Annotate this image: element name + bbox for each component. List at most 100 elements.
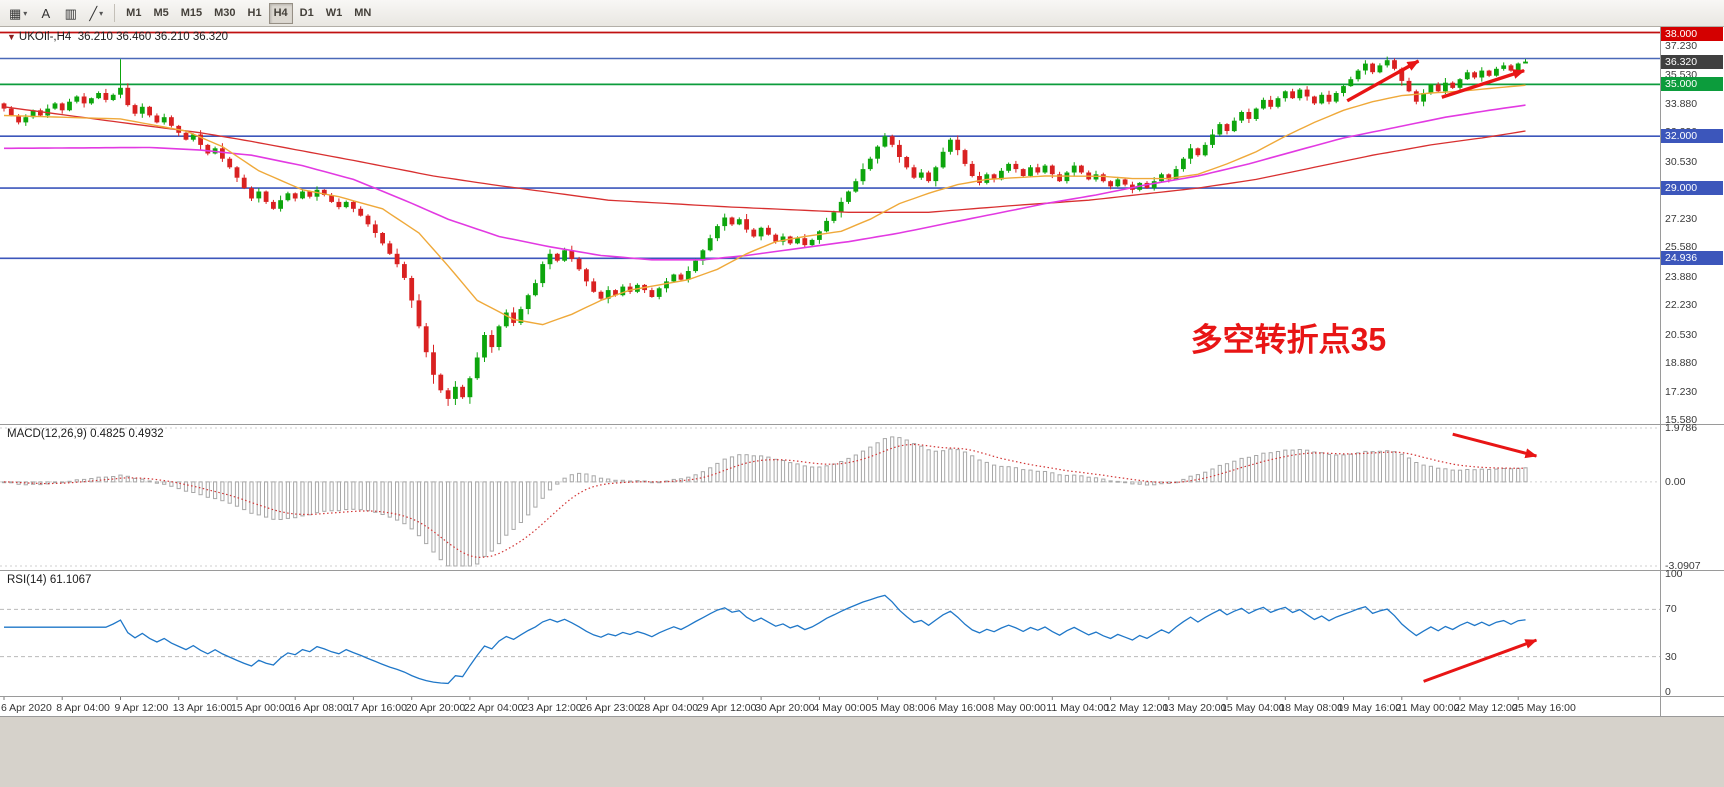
- window-bottom-strip: [0, 716, 1724, 787]
- time-tick-label: 5 May 08:00: [872, 702, 930, 714]
- timeframe-h4-button[interactable]: H4: [268, 2, 293, 24]
- time-tick-label: 8 May 00:00: [988, 702, 1046, 714]
- price-tick-label: 22.230: [1665, 299, 1698, 312]
- rsi-canvas[interactable]: [0, 570, 1660, 696]
- time-tick-label: 26 Apr 23:00: [580, 702, 640, 714]
- time-tick-label: 30 Apr 20:00: [755, 702, 815, 714]
- chart-window-button[interactable]: ▥: [59, 3, 82, 24]
- templates-icon: ▦: [9, 5, 22, 21]
- price-chart-canvas[interactable]: 多空转折点35: [0, 27, 1660, 424]
- chinese-annotation-text[interactable]: 多空转折点35: [1191, 322, 1387, 358]
- rsi-label: RSI(14): [7, 574, 47, 586]
- macd-header: MACD(12,26,9) 0.4825 0.4932: [7, 428, 164, 440]
- timeframe-m15-button[interactable]: M15: [176, 3, 207, 24]
- chevron-down-icon: ▾: [23, 8, 28, 18]
- price-tick-label: 20.530: [1665, 328, 1698, 341]
- timeframe-m1-button[interactable]: M1: [121, 3, 146, 24]
- macd-values: 0.4825 0.4932: [90, 428, 164, 440]
- current-price-badge: 36.320: [1661, 54, 1723, 69]
- price-tick-label: 25.580: [1665, 241, 1698, 254]
- timeframe-m30-button[interactable]: M30: [209, 3, 240, 24]
- ma-slow-red: [3, 106, 1526, 213]
- time-tick-label: 15 Apr 00:00: [231, 702, 291, 714]
- price-tick-label: 33.880: [1665, 97, 1698, 110]
- price-tick-label: 30.530: [1665, 155, 1698, 168]
- macd-canvas[interactable]: [0, 424, 1660, 570]
- chevron-down-icon: ▾: [99, 8, 104, 18]
- price-tick-label: 37.230: [1665, 39, 1698, 52]
- timeframe-h1-button[interactable]: H1: [243, 3, 267, 24]
- price-tick-label: 17.230: [1665, 385, 1698, 398]
- time-tick-label: 18 May 08:00: [1279, 702, 1343, 714]
- toolbar: ▦ ▾ A ▥ ╱ ▾ M1 M5 M15 M30 H1 H4 D1 W1 MN: [0, 0, 1724, 27]
- chart-area[interactable]: 多空转折点35 6 Apr 2020 8 Apr 04:00 9 Apr 12:00…: [0, 27, 1724, 716]
- price-badge: 32.000: [1661, 129, 1723, 144]
- line-studies-icon: ╱: [89, 5, 98, 21]
- trend-arrow[interactable]: [1441, 68, 1526, 99]
- time-tick-label: 11 May 04:00: [1046, 702, 1109, 714]
- panel-separator: [0, 696, 1724, 697]
- timeframe-w1-button[interactable]: W1: [321, 3, 348, 24]
- panel-separator[interactable]: [0, 570, 1724, 571]
- trend-arrow[interactable]: [1346, 59, 1420, 103]
- time-tick-label: 4 May 00:00: [813, 702, 871, 714]
- templates-button[interactable]: ▦ ▾: [4, 3, 32, 24]
- timeframe-m5-button[interactable]: M5: [148, 3, 173, 24]
- time-tick-label: 13 May 20:00: [1163, 702, 1227, 714]
- text-tool-button[interactable]: A: [34, 3, 57, 24]
- time-tick-label: 16 Apr 08:00: [289, 702, 349, 714]
- chart-title: UKOIl-,H4: [18, 31, 72, 43]
- time-tick-label: 19 May 16:00: [1338, 702, 1402, 714]
- rsi-tick-label: 100: [1665, 568, 1683, 580]
- price-tick-label: 18.880: [1665, 357, 1698, 369]
- time-tick-label: 13 Apr 16:00: [173, 702, 233, 714]
- ohlc-values: 36.210 36.460 36.210 36.320: [77, 31, 228, 43]
- time-tick-label: 25 May 16:00: [1512, 702, 1576, 714]
- time-tick-label: 23 Apr 12:00: [522, 702, 582, 714]
- time-tick-label: 22 May 12:00: [1454, 702, 1518, 714]
- time-tick-label: 21 May 00:00: [1396, 702, 1460, 714]
- price-tick-label: 27.230: [1665, 212, 1698, 225]
- rsi-tick-label: 0: [1665, 686, 1671, 698]
- time-tick-label: 29 Apr 12:00: [697, 702, 757, 714]
- rsi-arrow[interactable]: [1423, 638, 1538, 683]
- line-studies-button[interactable]: ╱ ▾: [84, 3, 108, 24]
- time-tick-label: 20 Apr 20:00: [406, 702, 466, 714]
- macd-tick-label: 1.9786: [1665, 422, 1698, 434]
- chart-header: ▼ UKOIl-,H4 36.210 36.460 36.210 36.320: [7, 31, 228, 43]
- rsi-line: [4, 594, 1526, 685]
- text-tool-icon: A: [41, 5, 51, 21]
- rsi-tick-label: 70: [1665, 603, 1677, 616]
- macd-arrow[interactable]: [1452, 432, 1538, 459]
- price-badge: 24.936: [1661, 251, 1723, 266]
- price-axis-separator: [1660, 27, 1661, 716]
- rsi-value: 61.1067: [49, 574, 92, 586]
- ma-fast-orange: [3, 84, 1526, 326]
- time-tick-label: 12 May 12:00: [1105, 702, 1169, 714]
- time-tick-label: 28 Apr 04:00: [639, 702, 699, 714]
- time-tick-label: 9 Apr 12:00: [115, 702, 169, 714]
- rsi-tick-label: 30: [1665, 650, 1677, 663]
- macd-label: MACD(12,26,9): [7, 428, 87, 440]
- time-tick-label: 17 Apr 16:00: [347, 702, 407, 714]
- time-tick-label: 22 Apr 04:00: [464, 702, 524, 714]
- price-tick-label: 15.580: [1665, 414, 1698, 426]
- macd-tick-label: 0.00: [1665, 475, 1686, 488]
- price-tick-label: 23.880: [1665, 270, 1698, 283]
- ma-mid-magenta: [4, 104, 1526, 261]
- panel-separator[interactable]: [0, 424, 1724, 425]
- time-tick-label: 15 May 04:00: [1221, 702, 1285, 714]
- time-tick-label: 8 Apr 04:00: [56, 702, 110, 714]
- rsi-header: RSI(14) 61.1067: [7, 574, 91, 586]
- price-badge: 38.000: [1661, 27, 1723, 41]
- symbol-marker-icon: ▼: [7, 32, 16, 42]
- toolbar-separator: [114, 4, 116, 22]
- chart-window-icon: ▥: [64, 5, 77, 21]
- timeframe-mn-button[interactable]: MN: [349, 3, 376, 24]
- time-tick-label: 6 Apr 2020: [1, 702, 52, 714]
- time-tick-label: 6 May 16:00: [930, 702, 988, 714]
- timeframe-d1-button[interactable]: D1: [295, 3, 319, 24]
- time-axis[interactable]: 6 Apr 2020 8 Apr 04:00 9 Apr 12:00 13 Apr 1…: [0, 696, 1724, 716]
- macd-tick-label: -3.0907: [1665, 560, 1701, 572]
